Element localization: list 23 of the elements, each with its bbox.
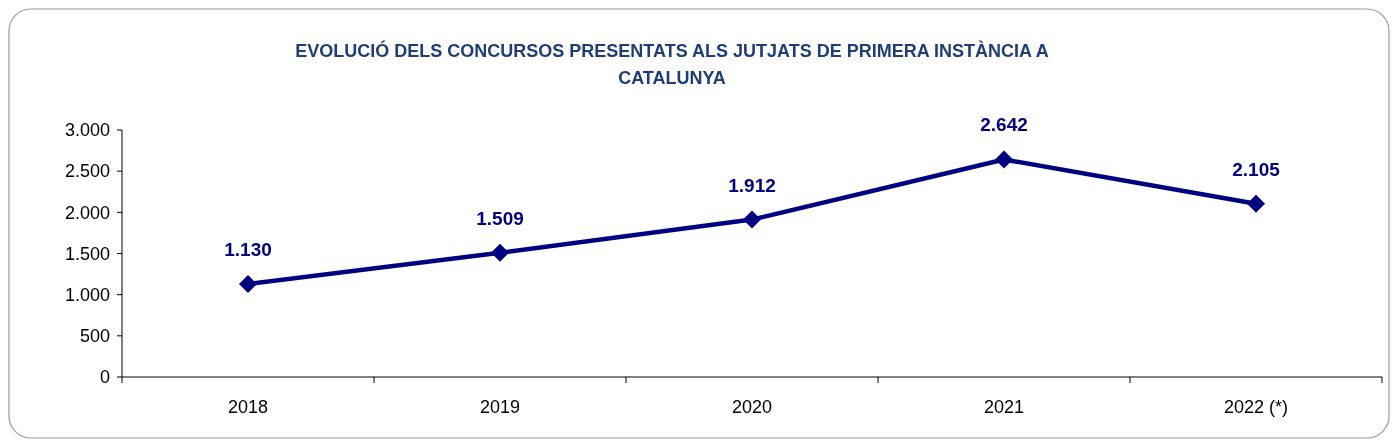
- y-tick-label: 2.500: [64, 161, 110, 182]
- x-tick-label: 2021: [983, 397, 1025, 417]
- point: [1247, 194, 1265, 213]
- x-tick-label: 2022 (*): [1223, 397, 1289, 417]
- y-tick-label: 0: [99, 367, 110, 388]
- y-tick-label: 1.500: [64, 243, 110, 264]
- data-label: 2.105: [1232, 158, 1281, 180]
- point: [239, 274, 257, 293]
- y-tick-label: 2.000: [64, 202, 110, 223]
- chart-title: EVOLUCIÓ DELS CONCURSOS PRESENTATS ALS JUTJATS DE PRIMERA INSTÀNCIA A CATALUNYA: [295, 40, 1049, 88]
- point: [995, 150, 1013, 169]
- data-label: 1.509: [476, 207, 524, 229]
- data-label: 2.642: [980, 114, 1028, 136]
- point: [743, 210, 761, 229]
- data-label: 1.130: [224, 238, 272, 260]
- x-tick-label: 2020: [731, 397, 773, 417]
- y-tick-label: 3.000: [64, 120, 110, 141]
- data-label: 1.912: [728, 174, 776, 196]
- x-tick-label: 2018: [227, 397, 269, 417]
- y-tick-label: 500: [79, 326, 110, 347]
- point: [491, 243, 509, 262]
- x-tick-label: 2019: [479, 397, 521, 417]
- y-tick-label: 1.000: [64, 284, 110, 305]
